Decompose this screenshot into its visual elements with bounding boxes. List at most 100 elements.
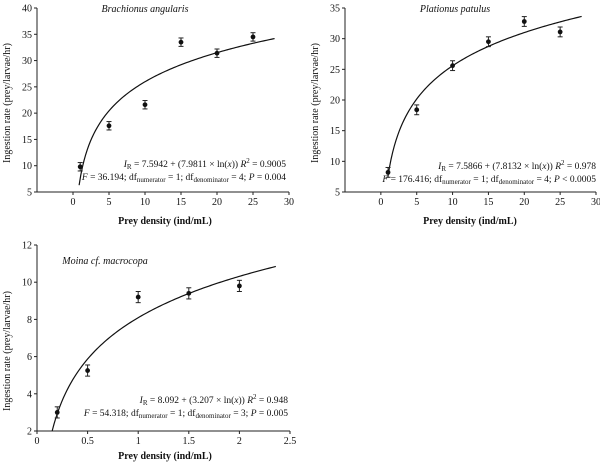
eq-r2-val: = 0.948	[257, 396, 289, 406]
x-tick-label: 10	[448, 197, 458, 208]
eq-close: ))	[239, 395, 248, 406]
stats-fval: = 176.416; df	[388, 174, 443, 185]
x-tick-label: 10	[140, 197, 150, 208]
x-tick-label: 25	[555, 197, 565, 208]
eq-r2-val: = 0.978	[565, 162, 597, 172]
eq-i: I	[123, 160, 128, 170]
data-point	[486, 39, 491, 45]
eq-i: I	[139, 396, 144, 406]
y-tick-label: 20	[330, 96, 340, 107]
y-tick-label: 35	[330, 4, 340, 15]
data-point	[85, 368, 90, 373]
y-tick-label: 10	[330, 157, 340, 168]
stats-mid: = 1; df	[166, 172, 195, 183]
y-tick-label: 40	[22, 4, 32, 15]
data-point	[414, 107, 420, 113]
stats-den: denominator	[195, 412, 231, 420]
stats-f: F	[83, 409, 90, 419]
panel-brachionus: Brachionus angularis Ingestion rate (pre…	[2, 4, 294, 228]
stats-mid: = 1; df	[471, 174, 500, 185]
x-tick-label: 2	[237, 436, 242, 447]
data-point	[250, 34, 256, 40]
y-tick-label: 25	[330, 65, 340, 76]
panel-title: Moina cf. macrocopa	[61, 256, 147, 267]
stats-p: P	[250, 409, 257, 419]
y-axis-title: Ingestion rate (prey/larvae/hr)	[2, 291, 13, 411]
y-tick-label: 5	[27, 188, 32, 199]
fit-equation: IR = 8.092 + (3.207 × ln(x)) R2 = 0.948	[139, 393, 289, 407]
y-tick-label: 8	[27, 315, 32, 326]
y-tick-label: 5	[335, 188, 340, 199]
y-tick-label: 15	[22, 135, 32, 146]
eq-close: ))	[547, 161, 556, 172]
stats-pval: = 0.005	[257, 409, 289, 419]
x-tick-label: 5	[414, 197, 419, 208]
y-tick-label: 6	[27, 352, 32, 363]
y-axis-title: Ingestion rate (prey/larvae/hr)	[310, 43, 321, 163]
x-tick-label: 30	[284, 197, 294, 208]
y-tick-label: 30	[22, 56, 32, 67]
eq-body: = 7.5866 + (7.8132 × ln(	[446, 161, 542, 172]
panel-title: Brachionus angularis	[102, 4, 189, 15]
x-tick-label: 1.5	[183, 436, 196, 447]
eq-r2: R	[246, 396, 253, 406]
stats-pval: = 0.004	[255, 173, 287, 183]
eq-body: = 8.092 + (3.207 × ln(	[147, 395, 234, 406]
panel-title: Plationus patulus	[419, 4, 490, 15]
fit-curve	[51, 265, 276, 432]
eq-r2: R	[554, 162, 561, 172]
data-point	[77, 164, 83, 170]
x-tick-label: 20	[212, 197, 222, 208]
eq-x: x	[233, 396, 239, 406]
stats-den: denominator	[193, 176, 229, 184]
eq-i-sub: R	[143, 399, 148, 407]
stats-num: numerator	[139, 412, 168, 420]
x-axis-title: Prey density (ind/mL)	[118, 451, 212, 462]
eq-r2-sup: 2	[253, 393, 257, 401]
x-axis-title: Prey density (ind/mL)	[118, 216, 212, 227]
eq-r2-val: = 0.9005	[250, 160, 286, 170]
stats-f: F	[381, 175, 388, 185]
data-point	[214, 50, 220, 56]
fit-equation: IR = 7.5866 + (7.8132 × ln(x)) R2 = 0.97…	[437, 159, 596, 173]
stats-fval: = 36.194; df	[88, 172, 138, 183]
data-point	[54, 410, 60, 415]
eq-body: = 7.5942 + (7.9811 × ln(	[132, 159, 228, 170]
data-point	[521, 19, 527, 24]
eq-i-sub: R	[441, 165, 446, 173]
y-axis-title: Ingestion rate (prey/larvae/hr)	[2, 43, 13, 163]
fit-curve	[78, 37, 275, 186]
x-tick-label: 15	[176, 197, 186, 208]
x-tick-label: 5	[107, 197, 112, 208]
stats-pval: < 0.0005	[560, 175, 596, 185]
y-tick-label: 25	[22, 82, 32, 93]
y-tick-label: 35	[22, 30, 32, 41]
fit-stats: F = 176.416; dfnumerator = 1; dfdenomina…	[381, 174, 596, 186]
eq-x: x	[541, 162, 547, 172]
x-tick-label: 1	[136, 436, 141, 447]
stats-f: F	[81, 173, 88, 183]
data-point	[142, 102, 148, 108]
x-tick-label: 20	[519, 197, 529, 208]
eq-r2: R	[239, 160, 246, 170]
data-point	[186, 290, 192, 296]
stats-p: P	[248, 173, 255, 183]
stats-num: numerator	[137, 176, 166, 184]
fit-curve	[387, 15, 582, 178]
fit-equation: IR = 7.5942 + (7.9811 × ln(x)) R2 = 0.90…	[123, 157, 286, 171]
data-point	[385, 169, 391, 175]
fit-stats: F = 36.194; dfnumerator = 1; dfdenominat…	[81, 172, 286, 184]
x-tick-label: 0	[71, 197, 76, 208]
eq-close: ))	[232, 159, 241, 170]
fit-stats: F = 54.318; dfnumerator = 1; dfdenominat…	[83, 408, 288, 420]
x-tick-label: 25	[248, 197, 258, 208]
x-tick-label: 0	[378, 197, 383, 208]
data-point	[106, 123, 112, 129]
y-tick-label: 15	[330, 126, 340, 137]
eq-i: I	[437, 162, 442, 172]
stats-tail: = 4;	[229, 173, 249, 183]
data-point	[178, 39, 184, 45]
panel-plationus: Plationus patulus Ingestion rate (prey/l…	[310, 4, 600, 228]
y-tick-label: 4	[27, 389, 32, 400]
